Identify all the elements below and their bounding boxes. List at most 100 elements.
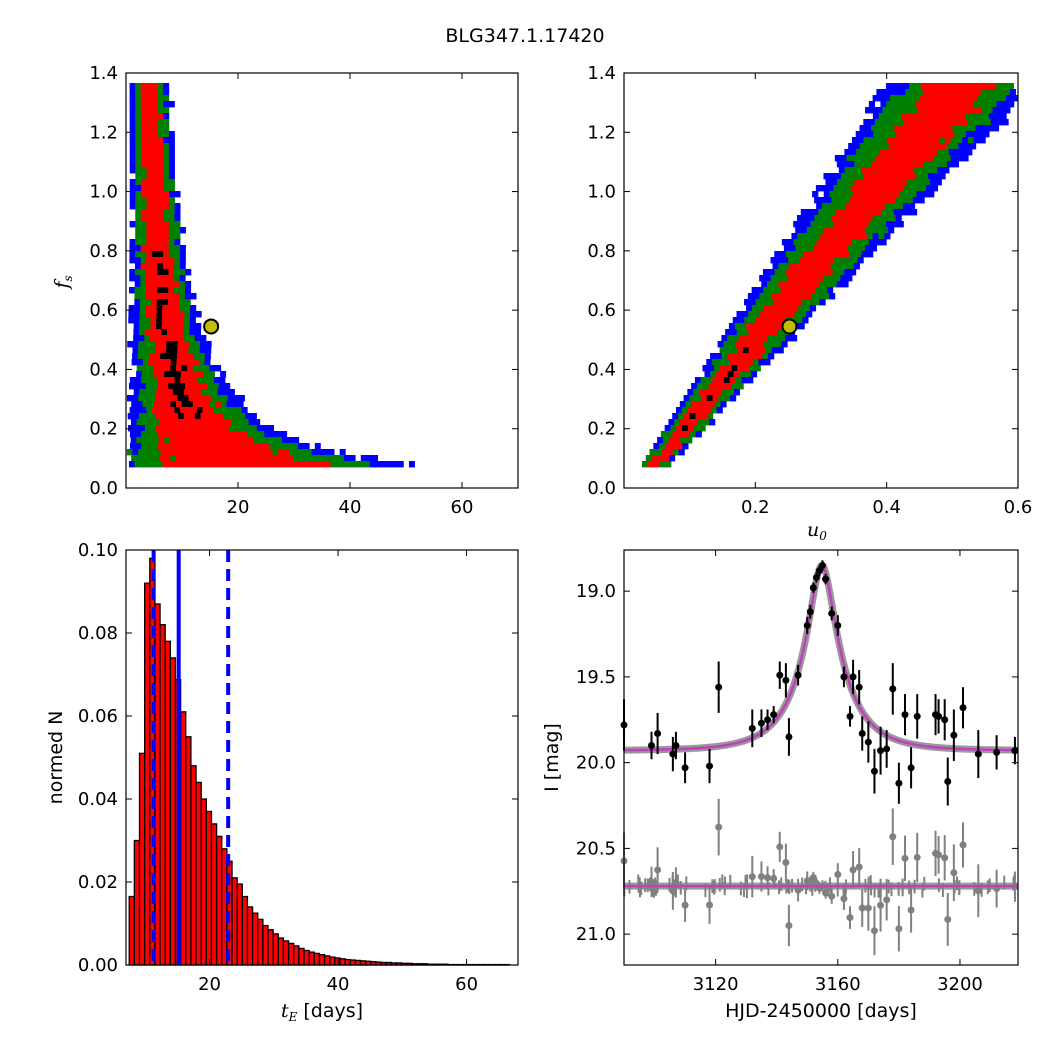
tr-density-cell: [775, 305, 782, 312]
br-residual-point: [715, 823, 723, 831]
tr-density-cell: [790, 335, 798, 342]
tr-density-cell: [826, 269, 833, 276]
tl-density-cell: [180, 407, 187, 414]
tr-density-cell: [768, 353, 775, 360]
tl-density-cell: [189, 413, 196, 420]
tl-density-cell: [141, 371, 148, 378]
tl-density-cell: [251, 425, 258, 432]
tl-density-cell: [129, 197, 136, 204]
tl-density-cell: [302, 461, 309, 468]
tl-density-cell: [145, 287, 152, 294]
tl-density-cell: [152, 371, 159, 378]
tr-density-cell: [749, 299, 757, 306]
tl-density-cell: [181, 455, 188, 462]
tl-density-cell: [205, 347, 212, 354]
tr-density-cell: [693, 425, 700, 432]
tl-density-cell: [198, 359, 205, 366]
tr-density-cell: [895, 95, 903, 102]
br-residual-point: [895, 925, 903, 933]
panel-tr-fs-vs-u0: 0.2 0.4 0.60.00.20.40.60.81.01.21.4u0: [587, 63, 1032, 543]
bl-hist-bar: [154, 603, 161, 966]
tr-density-cell: [744, 335, 751, 342]
tr-density-cell: [840, 257, 847, 264]
tr-density-cell: [834, 239, 841, 246]
tl-density-cell: [164, 419, 171, 426]
tl-density-cell: [152, 227, 159, 234]
tr-density-cell: [750, 335, 757, 342]
tl-density-cell: [145, 461, 152, 468]
tl-density-cell: [163, 137, 170, 144]
bl-hist-bar: [298, 947, 305, 966]
tl-density-cell: [145, 281, 152, 288]
tl-density-cell: [189, 317, 196, 324]
tr-density-cell: [960, 149, 967, 156]
tl-density-cell: [163, 257, 170, 264]
br-data-point: [944, 778, 952, 786]
tr-density-cell: [752, 359, 759, 366]
tl-density-cell: [197, 377, 204, 384]
tl-density-cell: [140, 155, 147, 162]
tl-density-cell: [192, 401, 199, 408]
tl-density-cell: [157, 281, 164, 288]
tl-density-cell: [271, 455, 278, 462]
tr-density-cell: [731, 365, 738, 372]
tl-density-cell: [145, 299, 152, 306]
tl-density-cell: [168, 233, 175, 240]
tl-density-cell: [174, 215, 181, 222]
tl-density-cell: [146, 275, 153, 282]
tl-density-cell: [261, 449, 268, 456]
tr-xlabel-symbol: u: [807, 519, 819, 541]
tr-density-cell: [764, 359, 771, 366]
tl-density-cell: [168, 185, 175, 192]
tr-density-cell: [840, 173, 848, 180]
tr-density-cell: [900, 179, 908, 186]
tl-density-cell: [143, 395, 150, 402]
tr-density-cell: [729, 395, 737, 402]
tl-density-cell: [317, 449, 324, 456]
tl-density-cell: [139, 311, 146, 318]
tl-density-cell: [163, 101, 170, 108]
br-data-point: [1011, 747, 1019, 755]
tl-density-cell: [173, 305, 180, 312]
tr-density-cell: [729, 341, 736, 348]
tl-density-cell: [228, 389, 235, 396]
tr-density-cell: [959, 95, 966, 102]
tl-density-cell: [132, 353, 139, 360]
tr-density-cell: [737, 383, 744, 390]
tl-density-cell: [173, 383, 180, 390]
tr-density-cell: [919, 131, 926, 138]
tl-density-cell: [152, 143, 159, 150]
bl-hist-bar: [282, 940, 290, 966]
tr-density-cell: [892, 155, 899, 162]
tl-density-cell: [168, 149, 175, 156]
tr-density-cell: [775, 341, 782, 348]
tl-density-cell: [140, 179, 147, 186]
tr-density-cell: [861, 233, 868, 240]
tr-density-cell: [903, 101, 910, 108]
tr-density-cell: [884, 95, 891, 102]
tr-density-cell: [823, 191, 830, 198]
tl-density-cell: [171, 395, 178, 402]
tl-density-cell: [163, 203, 170, 210]
tr-density-cell: [797, 233, 804, 240]
tr-density-cell: [742, 311, 749, 318]
tr-density-cell: [762, 353, 769, 360]
tr-density-cell: [869, 137, 876, 144]
tl-density-cell: [133, 329, 140, 336]
br-data-point: [974, 750, 982, 758]
tr-density-cell: [732, 317, 739, 324]
tl-density-cell: [209, 437, 216, 444]
tl-density-cell: [269, 431, 276, 438]
tr-density-cell: [883, 179, 890, 186]
tr-density-cell: [771, 311, 778, 318]
tl-density-cell: [186, 419, 193, 426]
tl-density-cell: [171, 347, 178, 354]
tr-density-cell: [897, 203, 904, 210]
tl-density-cell: [129, 245, 136, 252]
tl-density-cell: [136, 365, 143, 372]
tr-density-cell: [977, 95, 984, 102]
tl-density-cell: [134, 275, 141, 282]
tl-density-cell: [163, 179, 170, 186]
br-data-point: [877, 747, 885, 755]
